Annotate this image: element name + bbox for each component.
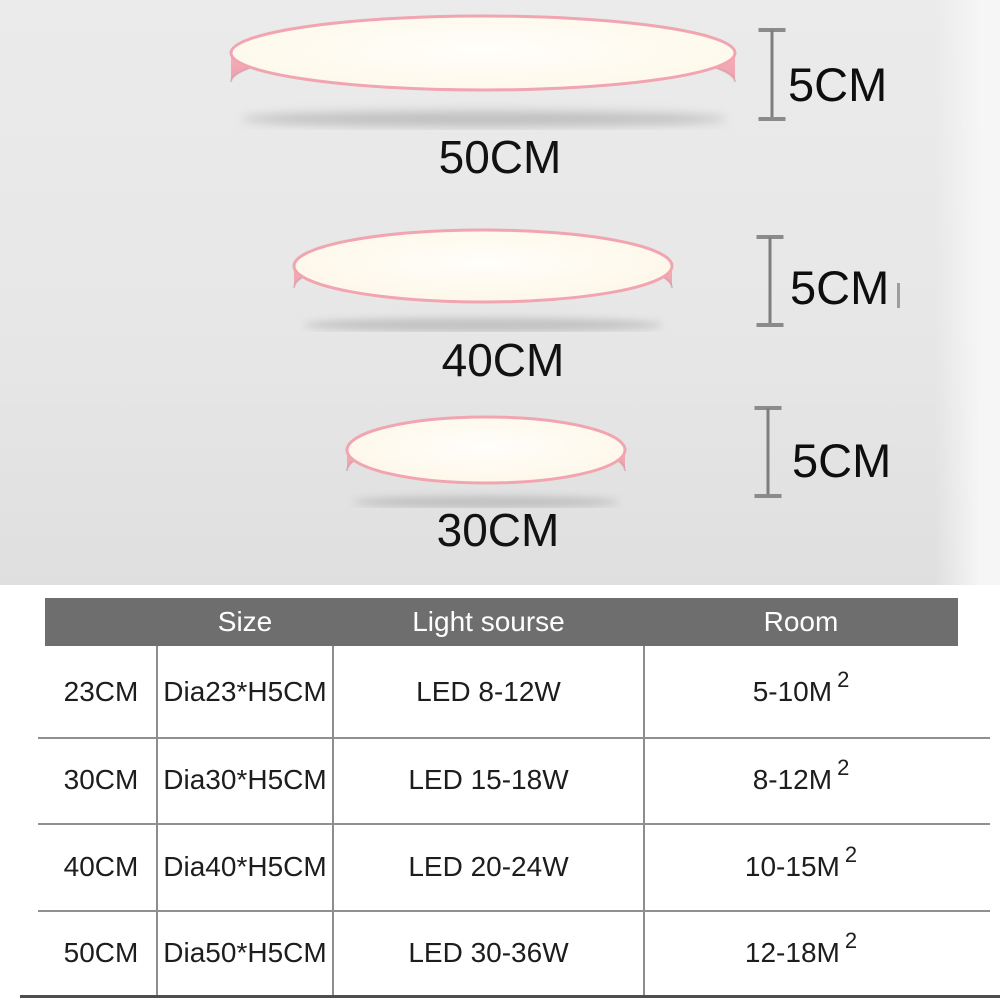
height-label-40cm: 5CM <box>790 261 890 314</box>
cell-light-source: LED 30-36W <box>408 936 569 968</box>
room-value: 5-10M <box>752 675 833 707</box>
room-superscript: 2 <box>844 927 858 953</box>
cell-model: 50CM <box>63 936 139 968</box>
spec-table-header-row: Size Light sourse Room <box>45 598 958 646</box>
measure-cap-bottom <box>758 117 786 121</box>
header-light-source: Light sourse <box>412 606 565 637</box>
measure-line <box>766 408 770 496</box>
header-room: Room <box>763 606 839 637</box>
product-photo-section: 5CM 50CM <box>0 0 1000 590</box>
spec-table-body: 23CM Dia23*H5CM LED 8-12W 5-10M 2 30CM Di… <box>45 646 958 995</box>
table-row: 50CM Dia50*H5CM LED 30-36W 12-18M 2 <box>45 910 958 995</box>
row-divider <box>38 910 990 912</box>
column-divider <box>156 646 158 995</box>
cell-room: 5-10M 2 <box>644 667 958 708</box>
ceiling-lamp-40cm <box>287 226 679 332</box>
cell-room: 8-12M 2 <box>644 755 958 796</box>
measure-cap-bottom <box>756 323 784 327</box>
cell-model: 23CM <box>63 675 139 707</box>
height-measure-indicator-40cm <box>756 235 784 327</box>
cell-size: Dia23*H5CM <box>163 675 327 707</box>
cell-model: 40CM <box>63 850 139 882</box>
room-superscript: 2 <box>844 841 858 867</box>
cell-light-source: LED 15-18W <box>408 764 569 795</box>
measure-cap-bottom <box>754 494 782 498</box>
room-value: 10-15M <box>744 850 840 882</box>
photo-light-strip <box>935 0 1000 590</box>
row-divider <box>38 823 990 825</box>
diameter-label-50cm: 50CM <box>438 131 562 183</box>
section-divider-gap <box>0 585 1000 598</box>
diameter-label-40cm: 40CM <box>441 334 565 386</box>
spec-table: Size Light sourse Room 23CM Dia23*H5CM L… <box>38 598 990 996</box>
height-measure-indicator-30cm <box>754 406 782 498</box>
table-row: 30CM Dia30*H5CM LED 15-18W 8-12M 2 <box>45 737 958 823</box>
measure-line <box>768 237 772 325</box>
diameter-label-30cm: 30CM <box>436 504 560 556</box>
cell-size: Dia40*H5CM <box>163 850 327 882</box>
header-size: Size <box>217 606 273 637</box>
ceiling-lamp-30cm <box>340 412 632 508</box>
cell-room: 12-18M 2 <box>644 928 958 969</box>
height-label-50cm: 5CM <box>788 58 888 111</box>
table-row: 40CM Dia40*H5CM LED 20-24W 10-15M 2 <box>45 823 958 910</box>
height-label-30cm: 5CM <box>792 434 892 487</box>
ceiling-lamp-30cm-illustration <box>345 415 627 508</box>
cell-light-source: LED 20-24W <box>408 850 569 882</box>
column-divider <box>643 646 645 995</box>
table-bottom-border <box>20 995 1000 998</box>
cell-model: 30CM <box>63 764 139 795</box>
cell-room: 10-15M 2 <box>644 842 958 883</box>
cell-light-source: LED 8-12W <box>416 675 561 707</box>
artifact-mark <box>897 283 900 308</box>
room-value: 8-12M <box>752 764 833 795</box>
row-divider <box>38 737 990 739</box>
ceiling-lamp-50cm-illustration <box>229 14 737 127</box>
height-measure-indicator-50cm <box>758 28 786 121</box>
room-value: 12-18M <box>744 936 840 968</box>
room-superscript: 2 <box>837 666 850 692</box>
table-row: 23CM Dia23*H5CM LED 8-12W 5-10M 2 <box>45 646 958 737</box>
room-superscript: 2 <box>837 755 850 780</box>
cell-size: Dia50*H5CM <box>163 936 327 968</box>
measure-line <box>770 30 774 119</box>
ceiling-lamp-40cm-illustration <box>292 228 674 332</box>
ceiling-lamp-50cm <box>222 12 744 130</box>
cell-size: Dia30*H5CM <box>163 764 327 795</box>
column-divider <box>332 646 334 995</box>
